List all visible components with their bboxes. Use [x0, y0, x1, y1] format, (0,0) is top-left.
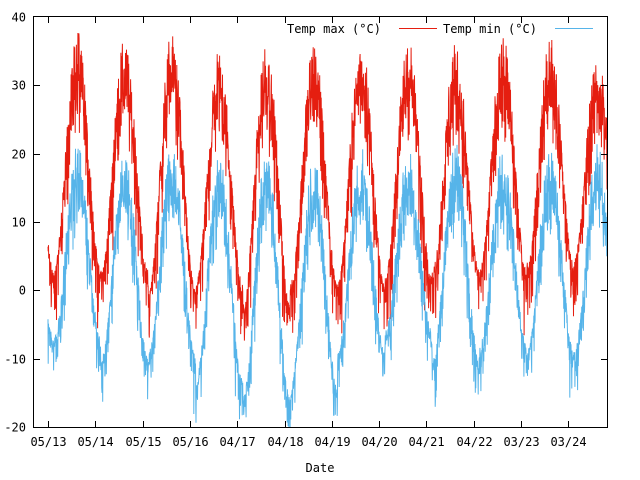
y-tick-label: -20: [4, 421, 26, 435]
y-tick-label: 10: [12, 216, 26, 230]
x-tick-label: 04/18: [267, 435, 303, 449]
y-tick-label: 40: [12, 11, 26, 25]
x-tick-label: 04/17: [219, 435, 255, 449]
series-line: [47, 32, 608, 341]
legend-label: Temp max (°C): [287, 22, 381, 36]
x-tick-label: 03/24: [550, 435, 586, 449]
series-line: [47, 144, 608, 428]
x-axis: 05/13 05/14 05/15 05/16 04/17 04/18 04/19 04/20…: [30, 17, 587, 449]
x-tick-label: 04/21: [408, 435, 444, 449]
x-tick-label: 05/14: [77, 435, 113, 449]
y-tick-label: 30: [12, 79, 26, 93]
y-tick-label: 0: [19, 284, 26, 298]
y-axis: -20 -10 0 10 20 30 40: [4, 11, 607, 435]
x-tick-label: 04/22: [456, 435, 492, 449]
x-tick-label: 05/16: [172, 435, 208, 449]
legend-label: Temp min (°C): [443, 22, 537, 36]
x-tick-label: 05/15: [125, 435, 161, 449]
y-tick-label: -10: [4, 353, 26, 367]
x-tick-label: 03/23: [503, 435, 539, 449]
legend: Temp max (°C) Temp min (°C): [287, 22, 593, 36]
y-tick-label: 20: [12, 148, 26, 162]
series-layer: [47, 32, 608, 428]
x-axis-label: Date: [306, 461, 335, 475]
x-tick-label: 04/20: [361, 435, 397, 449]
x-tick-label: 04/19: [314, 435, 350, 449]
x-tick-label: 05/13: [30, 435, 66, 449]
plot-frame: [33, 16, 608, 428]
